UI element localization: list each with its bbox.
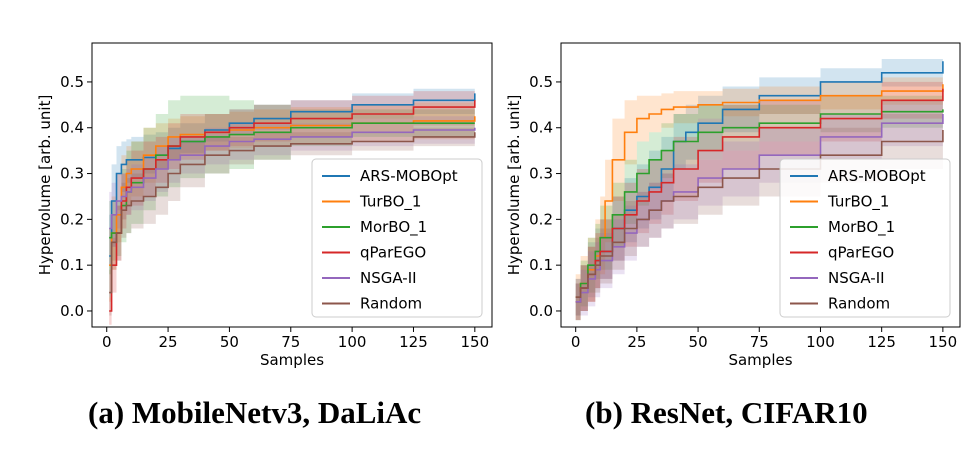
- x-axis-label: Samples: [728, 351, 792, 369]
- y-tick-label: 0.0: [529, 302, 553, 320]
- series-band-4: [575, 91, 943, 321]
- y-tick-label: 0.1: [60, 256, 84, 274]
- x-tick-label: 150: [461, 333, 490, 351]
- legend-label-3: qParEGO: [360, 244, 426, 262]
- chart-resnet-cifar10: 0 25 50 75 100 125 150 0.0 0.1 0.2 0.3 0.4 0.5 Sample…: [505, 42, 961, 369]
- series-band-0: [109, 81, 475, 298]
- series-band-1: [575, 72, 943, 321]
- legend-label-1: TurBO_1: [359, 193, 421, 212]
- series-band-2: [575, 95, 943, 321]
- x-tick-label: 0: [571, 333, 581, 351]
- x-tick-label: 0: [102, 333, 112, 351]
- y-tick-label: 0.5: [60, 73, 84, 91]
- series-band-2: [109, 95, 475, 275]
- x-tick-label: 50: [689, 333, 708, 351]
- y-tick-label: 0.3: [60, 165, 84, 183]
- y-tick-label: 0.3: [529, 165, 553, 183]
- y-axis-label: Hypervolume [arb. unit]: [36, 95, 54, 276]
- legend-label-0: ARS-MOBOpt: [828, 167, 926, 185]
- y-tick-label: 0.1: [529, 256, 553, 274]
- caption-a: (a) MobileNetv3, DaLiAc: [88, 395, 422, 430]
- legend-label-5: Random: [828, 295, 890, 313]
- x-tick-label: 125: [867, 333, 896, 351]
- series-line-0: [109, 93, 476, 257]
- series-band-5: [575, 104, 943, 316]
- y-tick-label: 0.5: [529, 73, 553, 91]
- x-tick-label: 25: [627, 333, 646, 351]
- legend-label-4: NSGA-II: [360, 269, 417, 287]
- x-tick-label: 125: [399, 333, 428, 351]
- y-tick-label: 0.4: [60, 119, 84, 137]
- x-tick-label: 150: [929, 333, 958, 351]
- series-band-5: [109, 123, 475, 316]
- x-tick-label: 25: [159, 333, 178, 351]
- x-tick-label: 75: [281, 333, 300, 351]
- legend-label-2: MorBO_1: [360, 218, 427, 237]
- legend-label-5: Random: [360, 295, 422, 313]
- legend: ARS-MOBOpt TurBO_1 MorBO_1 qParEGO NSGA-II Ra…: [779, 158, 951, 318]
- series-band-1: [109, 98, 475, 302]
- series-band-4: [109, 114, 475, 266]
- legend-label-1: TurBO_1: [827, 193, 889, 212]
- series-line-5: [109, 132, 476, 294]
- x-tick-label: 100: [338, 333, 367, 351]
- legend-label-0: ARS-MOBOpt: [360, 167, 458, 185]
- x-tick-label: 50: [220, 333, 239, 351]
- series-line-4: [109, 127, 476, 230]
- y-tick-label: 0.2: [60, 210, 84, 228]
- series-band-3: [109, 86, 475, 325]
- y-tick-label: 0.4: [529, 119, 553, 137]
- x-tick-label: 100: [806, 333, 835, 351]
- x-axis-label: Samples: [260, 351, 324, 369]
- y-tick-label: 0.2: [529, 210, 553, 228]
- legend-box: [779, 158, 951, 318]
- axes-frame: [560, 42, 961, 328]
- legend-box: [311, 158, 483, 318]
- y-axis-label: Hypervolume [arb. unit]: [505, 95, 523, 276]
- legend-label-3: qParEGO: [828, 244, 894, 262]
- axes-frame: [91, 42, 493, 328]
- chart-mobilenetv3-daliac: 0 25 50 75 100 125 150 0.0 0.1 0.2 0.3 0.4 0.5 Sample…: [36, 42, 493, 369]
- legend-label-4: NSGA-II: [828, 269, 885, 287]
- legend-label-2: MorBO_1: [828, 218, 895, 237]
- x-tick-label: 75: [750, 333, 769, 351]
- series-band-3: [575, 72, 943, 321]
- legend: ARS-MOBOpt TurBO_1 MorBO_1 qParEGO NSGA-II Ra…: [311, 158, 483, 318]
- y-tick-label: 0.0: [60, 302, 84, 320]
- caption-b: (b) ResNet, CIFAR10: [585, 395, 868, 430]
